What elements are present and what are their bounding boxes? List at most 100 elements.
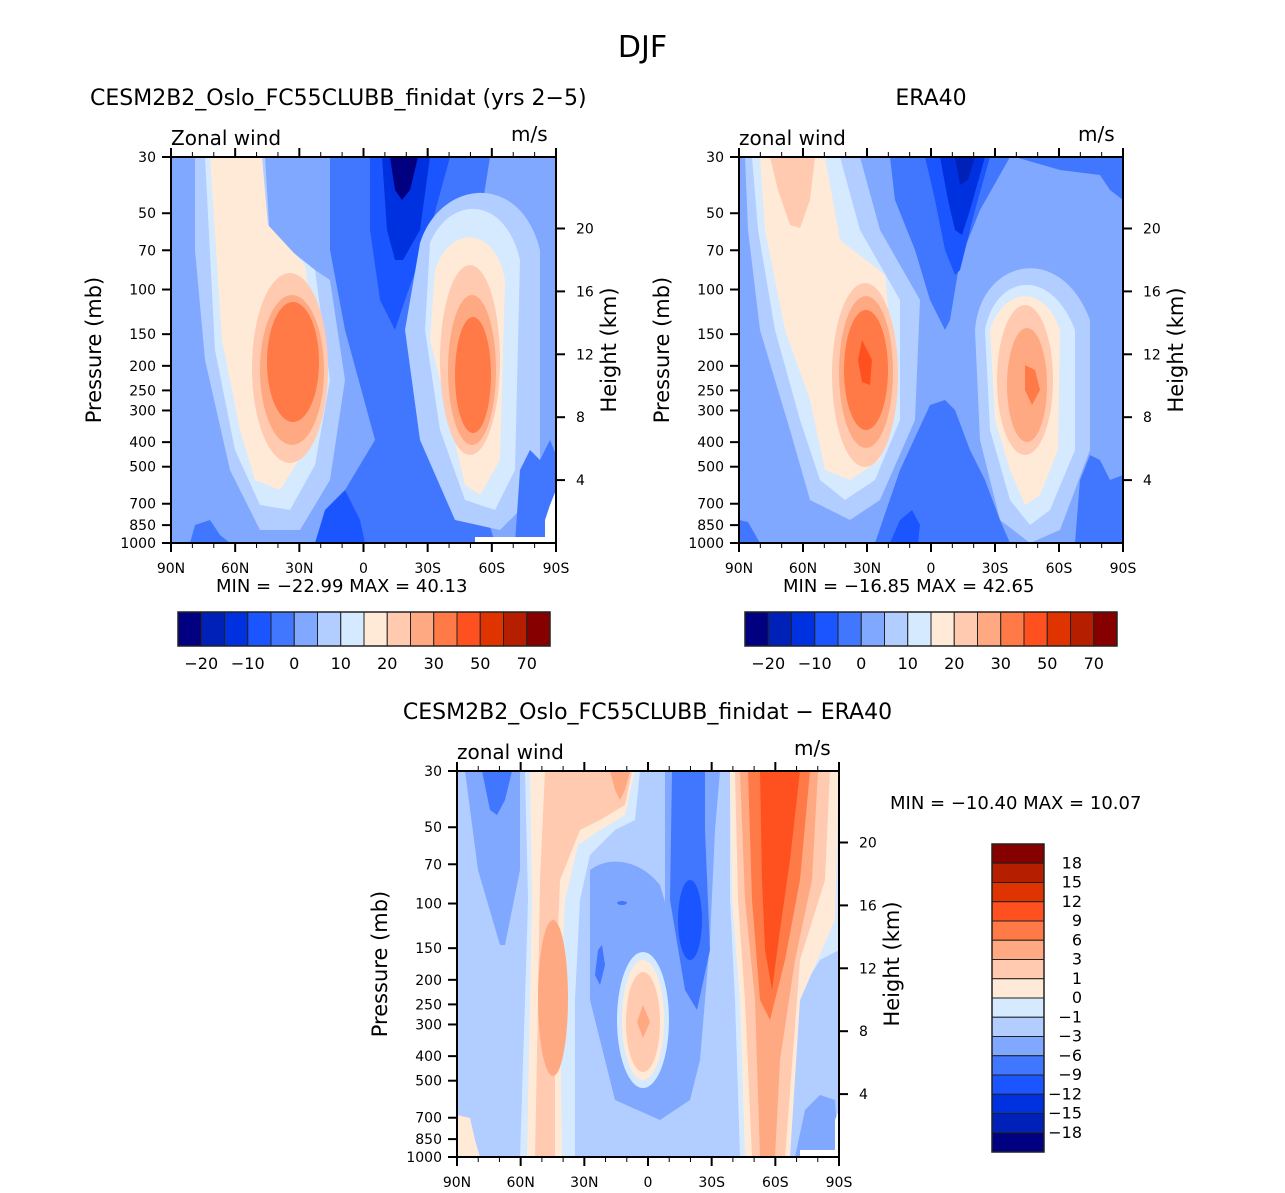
- colorbar-label: −9: [1058, 1065, 1082, 1084]
- colorbar-box: [410, 611, 435, 647]
- y-right-tick-label: 20: [1143, 221, 1161, 237]
- contour-fill: [515, 440, 556, 543]
- colorbar-box: [1023, 611, 1048, 647]
- y-tick-label: 100: [697, 283, 724, 299]
- panel2-minmax: MIN = −16.85 MAX = 42.65: [783, 576, 1035, 597]
- colorbar-panel1: −20 −10 0 10 20 30 50 70: [177, 611, 551, 673]
- contour-fill: [637, 1005, 650, 1038]
- panel3-contours: [457, 771, 839, 1157]
- y-tick-label: 400: [697, 435, 724, 451]
- colorbar-label: 0: [856, 654, 866, 673]
- colorbar-box: [991, 1016, 1045, 1037]
- x-tick-label: 30S: [414, 561, 441, 577]
- y-right-tick-label: 8: [859, 1024, 868, 1040]
- colorbar-box: [177, 611, 202, 647]
- colorbar-panel2: −20 −10 0 10 20 30 50 70: [744, 611, 1118, 673]
- colorbar-box: [991, 978, 1045, 999]
- panel2-right-string: m/s: [1078, 122, 1115, 146]
- missing-data: [800, 1110, 839, 1157]
- colorbar-label: 15: [1062, 873, 1082, 892]
- colorbar-label: −15: [1048, 1104, 1082, 1123]
- y-tick-label: 200: [697, 359, 724, 375]
- colorbar-box: [200, 611, 225, 647]
- colorbar-box: [363, 611, 388, 647]
- contour-fill: [595, 945, 605, 985]
- panel1-left-string: Zonal wind: [171, 126, 282, 150]
- colorbar-box: [767, 611, 792, 647]
- panel2-left-string: zonal wind: [739, 126, 846, 150]
- colorbar-label: 70: [517, 654, 537, 673]
- colorbar-box: [991, 1055, 1045, 1076]
- colorbar-label: 12: [1062, 892, 1082, 911]
- y-tick-label: 70: [424, 857, 442, 873]
- y-tick-label: 400: [129, 435, 156, 451]
- colorbar-box: [744, 611, 769, 647]
- panel3-right-string: m/s: [794, 736, 831, 760]
- y-tick-label: 30: [424, 764, 442, 780]
- y-tick-label: 700: [415, 1111, 442, 1127]
- colorbar-box: [456, 611, 481, 647]
- x-tick-label: 0: [927, 561, 936, 577]
- y-tick-label: 1000: [688, 536, 724, 552]
- y-tick-label: 500: [129, 460, 156, 476]
- contour-fill: [739, 520, 760, 543]
- contour-fill: [455, 317, 491, 433]
- y-tick-label: 200: [415, 973, 442, 989]
- colorbar-label: −6: [1058, 1046, 1082, 1065]
- colorbar-label: −18: [1048, 1123, 1082, 1142]
- colorbar-box: [1000, 611, 1025, 647]
- colorbar-box: [1093, 611, 1118, 647]
- y-right-axis-label: Height (km): [597, 287, 621, 412]
- x-tick-label: 60N: [789, 561, 817, 577]
- x-tick-label: 30N: [570, 1175, 598, 1191]
- colorbar-label: −20: [184, 654, 218, 673]
- y-right-tick-label: 4: [1143, 473, 1152, 489]
- x-tick-label: 90S: [543, 561, 570, 577]
- y-tick-label: 500: [697, 460, 724, 476]
- panel1-minmax: MIN = −22.99 MAX = 40.13: [216, 576, 468, 597]
- missing-data: [475, 490, 556, 543]
- contour-fill: [315, 490, 365, 543]
- y-axis-label: Pressure (mb): [650, 277, 674, 424]
- contour-fill: [875, 400, 1010, 543]
- x-tick-label: 60S: [1046, 561, 1073, 577]
- contour-fill: [955, 157, 975, 185]
- panel3-title: CESM2B2_Oslo_FC55CLUBB_finidat − ERA40: [402, 700, 893, 725]
- contour-fill: [770, 157, 815, 228]
- panel1-title: CESM2B2_Oslo_FC55CLUBB_finidat (yrs 2−5): [90, 86, 587, 111]
- colorbar-frame: [177, 611, 551, 647]
- y-right-axis-label: Height (km): [880, 901, 904, 1026]
- y-tick-label: 70: [138, 243, 156, 259]
- colorbar-box: [224, 611, 249, 647]
- colorbar-label: 10: [898, 654, 918, 673]
- contour-fill: [795, 1095, 839, 1157]
- y-tick-label: 300: [415, 1017, 442, 1033]
- x-tick-label: 60S: [762, 1175, 789, 1191]
- colorbar-frame: [991, 843, 1045, 1153]
- y-right-tick-label: 16: [859, 898, 877, 914]
- panel1-axes: 90N 60N 30N 0 30S 60S 90S 30 50 70 100 150 200 250 300…: [82, 148, 621, 577]
- colorbar-box: [991, 939, 1045, 960]
- colorbar-label: 9: [1072, 911, 1082, 930]
- y-tick-label: 1000: [406, 1150, 442, 1166]
- panel3-minmax: MIN = −10.40 MAX = 10.07: [890, 793, 1142, 814]
- contour-fill: [617, 901, 627, 905]
- colorbar-box: [317, 611, 342, 647]
- x-tick-label: 60N: [221, 561, 249, 577]
- colorbar-label: 20: [377, 654, 397, 673]
- panel3-left-string: zonal wind: [457, 740, 564, 764]
- y-right-tick-label: 12: [859, 961, 877, 977]
- colorbar-box: [884, 611, 909, 647]
- x-tick-label: 0: [644, 1175, 653, 1191]
- y-right-tick-label: 8: [576, 410, 585, 426]
- y-tick-label: 700: [129, 497, 156, 513]
- contour-fill: [190, 520, 230, 543]
- x-tick-label: 30N: [285, 561, 313, 577]
- panel2-contours: [739, 157, 1123, 543]
- x-tick-label: 30S: [698, 1175, 725, 1191]
- y-tick-label: 250: [129, 383, 156, 399]
- colorbar-label: 50: [1037, 654, 1057, 673]
- colorbar-label: −10: [798, 654, 832, 673]
- y-tick-label: 250: [697, 383, 724, 399]
